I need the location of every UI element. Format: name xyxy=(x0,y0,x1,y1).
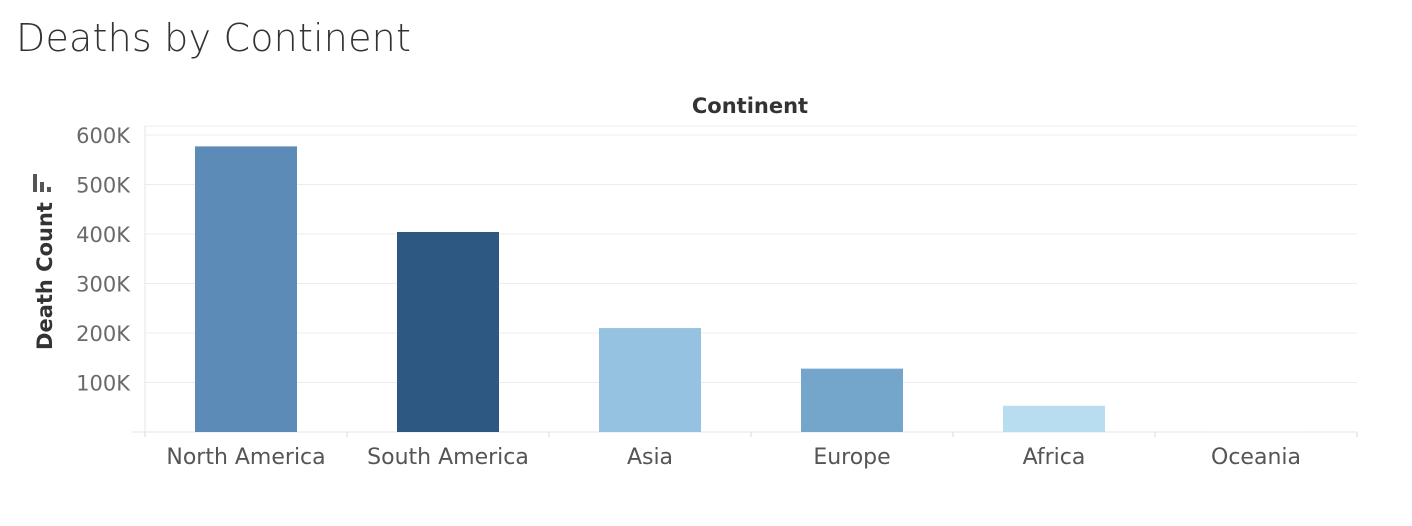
x-tick-label: Africa xyxy=(1023,445,1086,470)
x-tick-label: North America xyxy=(166,445,325,470)
y-tick-label: 600K xyxy=(76,124,131,148)
bar[interactable] xyxy=(397,232,499,432)
x-tick-label: Asia xyxy=(627,445,673,470)
sort-icon[interactable] xyxy=(33,174,51,192)
y-tick-label: 300K xyxy=(76,273,131,297)
gridlines xyxy=(132,125,1357,433)
x-tick-label: South America xyxy=(367,445,529,470)
y-axis-ticks: 100K 200K 300K 400K 500K 600K xyxy=(76,124,131,396)
bars xyxy=(195,146,1307,432)
bar[interactable] xyxy=(599,328,701,432)
bar[interactable] xyxy=(1003,405,1105,432)
y-tick-label: 400K xyxy=(76,223,131,247)
x-tick-label: Oceania xyxy=(1211,445,1301,470)
bar[interactable] xyxy=(801,368,903,432)
chart-title: Deaths by Continent xyxy=(16,16,412,60)
y-tick-label: 100K xyxy=(76,372,131,396)
x-axis-ticks: North America South America Asia Europe Afri… xyxy=(144,432,1358,470)
bar[interactable] xyxy=(195,146,297,432)
y-axis-title: Death Count xyxy=(33,202,57,350)
column-header-continent: Continent xyxy=(692,94,808,118)
y-tick-label: 200K xyxy=(76,322,131,346)
y-tick-label: 500K xyxy=(76,174,131,198)
x-tick-label: Europe xyxy=(813,445,890,470)
